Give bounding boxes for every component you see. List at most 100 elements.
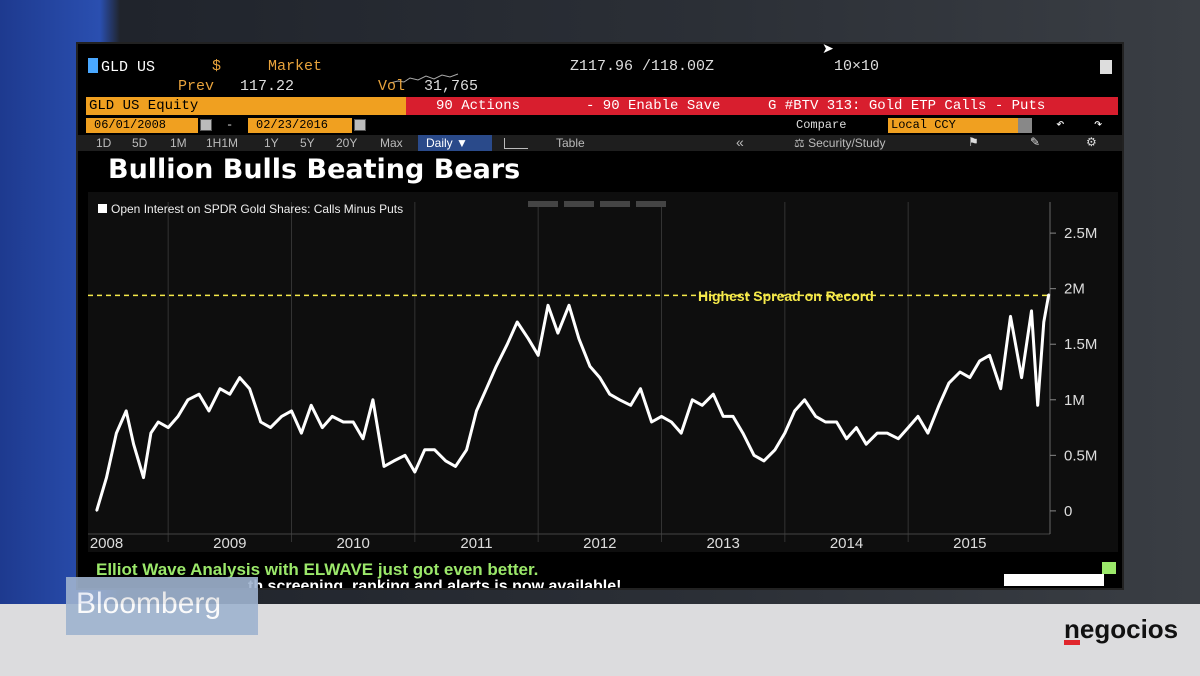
- line-chart: 2008 2009 2010 2011 2012 2013 2014 2015 0 0.5M 1M 1…: [88, 202, 1097, 552]
- data-point: [701, 404, 703, 407]
- market-label: Market: [268, 58, 323, 75]
- mouse-cursor-icon: ➤: [822, 40, 834, 56]
- data-point: [865, 443, 867, 445]
- btv-chart-title: G #BTV 313: Gold ETP Calls - Puts: [768, 98, 1046, 114]
- data-point: [670, 421, 673, 423]
- bloomberg-wordmark: Bloomberg: [76, 587, 222, 620]
- x-tick-label: 2014: [830, 535, 863, 552]
- actions-menu[interactable]: 90 Actions: [436, 98, 521, 114]
- banner-line-2: th screening, ranking and alerts is now …: [248, 578, 622, 590]
- bid-ask-quote: Z117.96 /118.00Z: [570, 58, 715, 75]
- gear-icon[interactable]: ⚙: [1086, 135, 1097, 149]
- series-line: [95, 293, 1051, 512]
- data-point: [618, 399, 621, 401]
- period-5y[interactable]: 5Y: [300, 136, 315, 150]
- chevron-down-icon[interactable]: [1018, 118, 1032, 133]
- data-point: [578, 337, 580, 340]
- flag-icon[interactable]: ⚑: [968, 135, 979, 149]
- vol-value: 31,765: [424, 78, 479, 95]
- date-dash: -: [226, 118, 234, 132]
- data-point: [321, 426, 324, 429]
- redo-icon[interactable]: ↷: [1094, 117, 1103, 133]
- period-20y[interactable]: 20Y: [336, 136, 358, 150]
- banner-indicator: [1102, 562, 1116, 574]
- data-point: [177, 415, 179, 418]
- mini-tool[interactable]: [528, 201, 558, 207]
- data-point: [793, 410, 796, 412]
- mini-tool[interactable]: [636, 201, 666, 207]
- period-5d[interactable]: 5D: [132, 136, 148, 150]
- table-view-button[interactable]: Table: [556, 136, 585, 150]
- period-1y[interactable]: 1Y: [264, 136, 279, 150]
- data-point: [988, 354, 991, 357]
- data-point: [959, 371, 961, 373]
- currency-select[interactable]: Local CCY: [888, 118, 1018, 133]
- data-point: [495, 365, 498, 368]
- security-study-button[interactable]: Security/Study: [794, 136, 885, 150]
- data-point: [187, 399, 189, 401]
- banner-block: [1004, 574, 1104, 586]
- data-point: [969, 376, 971, 379]
- y-tick-label: 0.5M: [1064, 447, 1097, 464]
- data-point: [1036, 404, 1039, 407]
- data-point: [742, 432, 744, 434]
- period-1h1m[interactable]: 1H1M: [206, 136, 239, 150]
- data-point: [248, 387, 251, 390]
- data-point: [547, 304, 549, 307]
- action-strip: 90 Actions - 90 Enable Save G #BTV 313: …: [406, 97, 1118, 115]
- data-point: [1020, 376, 1023, 379]
- data-point: [845, 437, 848, 440]
- data-point: [763, 460, 765, 462]
- data-point: [803, 399, 806, 401]
- data-point: [362, 437, 364, 440]
- period-1m[interactable]: 1M: [170, 136, 187, 150]
- x-tick-label: 2009: [213, 535, 246, 552]
- data-point: [454, 465, 457, 468]
- end-date-field[interactable]: 02/23/2016: [248, 118, 352, 133]
- data-point: [753, 454, 755, 457]
- bid-ask-size: 10×10: [834, 58, 880, 75]
- data-point: [814, 415, 817, 418]
- negocios-logo: negocios: [1064, 614, 1179, 645]
- data-point: [465, 449, 468, 451]
- data-point: [310, 404, 312, 407]
- security-field[interactable]: GLD US Equity: [86, 97, 406, 115]
- line-chart-icon[interactable]: [504, 138, 528, 149]
- calendar-icon[interactable]: [200, 119, 212, 131]
- data-point: [372, 399, 374, 401]
- start-date-field[interactable]: 06/01/2008: [86, 118, 198, 133]
- data-point: [208, 410, 210, 412]
- mini-tool[interactable]: [600, 201, 630, 207]
- data-point: [527, 337, 530, 340]
- export-icon[interactable]: [1100, 60, 1112, 74]
- frequency-dropdown[interactable]: Daily ▼: [418, 135, 492, 151]
- data-point: [404, 454, 406, 457]
- data-point: [280, 415, 283, 418]
- data-point: [855, 426, 858, 429]
- data-point: [259, 421, 262, 423]
- data-point: [824, 421, 827, 423]
- y-tick-label: 1M: [1064, 392, 1085, 409]
- edit-icon[interactable]: ✎: [1030, 135, 1041, 149]
- data-point: [568, 304, 570, 307]
- data-point: [506, 343, 509, 345]
- period-max[interactable]: Max: [380, 136, 403, 150]
- calendar-icon[interactable]: [354, 119, 366, 131]
- data-point: [150, 432, 152, 434]
- vol-label: Vol: [378, 78, 406, 95]
- data-point: [876, 432, 879, 434]
- y-tick-label: 2.5M: [1064, 225, 1097, 242]
- data-point: [999, 387, 1002, 390]
- ticker-label[interactable]: GLD US: [88, 58, 155, 76]
- compare-toggle[interactable]: Compare: [796, 118, 847, 132]
- data-point: [115, 432, 118, 434]
- data-point: [1009, 315, 1012, 318]
- data-point: [978, 360, 981, 362]
- enable-save-button[interactable]: - 90 Enable Save: [586, 98, 721, 114]
- mini-tool[interactable]: [564, 201, 594, 207]
- chart-mini-toolbar: [528, 194, 672, 207]
- data-point: [485, 387, 488, 390]
- collapse-button[interactable]: «: [736, 134, 744, 150]
- undo-icon[interactable]: ↶: [1056, 117, 1065, 133]
- period-1d[interactable]: 1D: [96, 136, 112, 150]
